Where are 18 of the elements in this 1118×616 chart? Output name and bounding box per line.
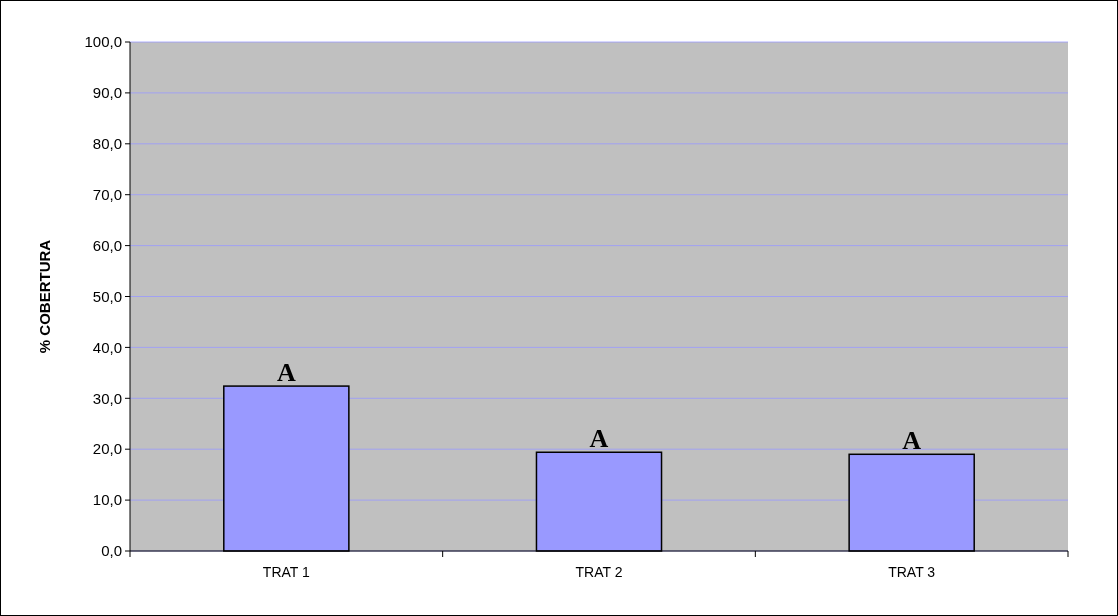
- x-tick-label: TRAT 3: [888, 564, 936, 580]
- x-tick-label: TRAT 2: [575, 564, 623, 580]
- y-tick-label: 60,0: [92, 236, 122, 254]
- y-tick-label: 70,0: [92, 185, 122, 203]
- y-axis-title: % COBERTURA: [36, 239, 53, 354]
- y-tick-label: 0,0: [101, 542, 122, 560]
- annotation: A: [902, 426, 922, 456]
- y-tick-label: 100,0: [84, 33, 122, 51]
- y-tick-label: 50,0: [92, 287, 122, 305]
- y-tick-label: 10,0: [92, 491, 122, 509]
- y-tick-label: 40,0: [92, 338, 122, 356]
- y-tick-label: 20,0: [92, 440, 122, 458]
- annotation: A: [589, 424, 609, 454]
- y-tick-label: 90,0: [92, 84, 122, 102]
- y-tick-label: 80,0: [92, 135, 122, 153]
- annotation: A: [276, 358, 296, 388]
- y-tick-label: 30,0: [92, 389, 122, 407]
- x-tick-label: TRAT 1: [262, 564, 311, 580]
